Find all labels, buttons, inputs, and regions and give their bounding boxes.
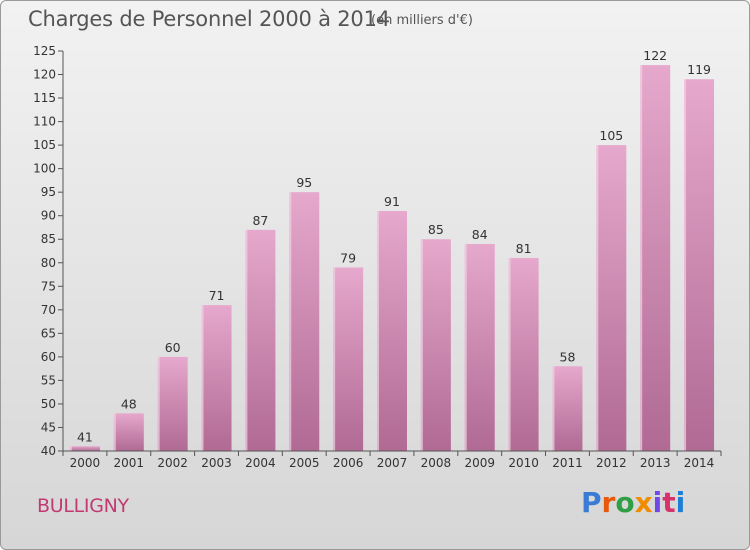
bar-value-label: 84 (472, 227, 488, 242)
y-tick-label: 95 (41, 185, 56, 199)
logo-letter: i (675, 486, 686, 519)
y-tick-label: 110 (33, 115, 56, 129)
bar-highlight (113, 413, 116, 451)
bar-value-label: 119 (687, 62, 711, 77)
y-tick-label: 40 (41, 444, 56, 458)
x-tick-label: 2001 (114, 456, 145, 470)
bar (201, 305, 232, 451)
bar-highlight (508, 258, 511, 451)
bar-value-label: 105 (599, 128, 623, 143)
bar-value-label: 91 (384, 194, 400, 209)
logo-letter: P (581, 486, 602, 519)
bar-value-label: 71 (209, 288, 225, 303)
y-tick-label: 75 (41, 279, 56, 293)
logo-letter: i (652, 486, 663, 519)
x-tick-label: 2009 (464, 456, 495, 470)
bar-highlight (464, 243, 467, 451)
bar-highlight (420, 239, 423, 451)
bar (377, 211, 407, 451)
x-tick-label: 2000 (70, 456, 101, 470)
y-tick-label: 45 (41, 420, 56, 434)
x-tick-label: 2010 (508, 456, 539, 470)
y-axis: 40 45 50 55 60 65 70 75 80 85 90 95 100 105 110 115 120 1… (33, 44, 64, 458)
bar-highlight (201, 305, 204, 451)
x-tick-label: 2013 (640, 456, 671, 470)
x-tick-label: 2004 (245, 456, 276, 470)
chart-subtitle: (en milliers d'€) (371, 13, 473, 28)
x-tick-label: 2005 (289, 456, 320, 470)
bar (552, 366, 583, 451)
bar-highlight (69, 446, 72, 451)
bar-highlight (552, 366, 555, 451)
bar (157, 356, 188, 451)
chart-title: Charges de Personnel 2000 à 2014 (28, 7, 390, 31)
x-tick-label: 2008 (421, 456, 452, 470)
bar (245, 229, 276, 451)
x-tick-label: 2002 (157, 456, 188, 470)
bar-highlight (596, 145, 599, 451)
bar-value-label: 122 (643, 48, 667, 63)
bar-value-label: 79 (340, 250, 356, 265)
bar (420, 239, 451, 451)
commune-name: BULLIGNY (37, 495, 129, 517)
bar-value-label: 95 (296, 175, 312, 190)
y-tick-label: 55 (41, 373, 56, 387)
bars: 41 48 60 71 87 95 79 91 85 84 81 58 105 122 119 (69, 48, 715, 452)
bar-highlight (640, 65, 643, 451)
bar (464, 243, 495, 451)
bar-highlight (245, 229, 248, 451)
x-tick-label: 2006 (333, 456, 364, 470)
y-tick-label: 100 (33, 162, 56, 176)
bar (333, 267, 364, 451)
y-tick-label: 70 (41, 303, 56, 317)
bar (289, 192, 320, 452)
bar (596, 145, 627, 451)
y-tick-label: 65 (41, 326, 56, 340)
bar (69, 446, 100, 451)
bar (640, 65, 671, 451)
bar (684, 79, 715, 451)
y-tick-label: 90 (41, 209, 56, 223)
x-tick-label: 2011 (552, 456, 583, 470)
y-tick-label: 115 (33, 91, 56, 105)
bar-value-label: 58 (560, 349, 576, 364)
logo-letter: t (662, 486, 676, 519)
bar-highlight (289, 192, 292, 452)
logo-letter: x (634, 486, 653, 519)
x-tick-label: 2003 (201, 456, 232, 470)
y-tick-label: 105 (33, 138, 56, 152)
bar (508, 258, 539, 451)
y-tick-label: 120 (33, 68, 56, 82)
y-tick-label: 60 (41, 350, 56, 364)
y-tick-label: 85 (41, 232, 56, 246)
x-axis: 2000 2001 2002 2003 2004 2005 2006 2007 2008 2009… (62, 450, 722, 470)
y-tick-label: 125 (33, 44, 56, 58)
bar-value-label: 60 (165, 340, 181, 355)
x-tick-label: 2012 (596, 456, 627, 470)
bar-value-label: 48 (121, 396, 137, 411)
bar-highlight (684, 79, 687, 451)
y-tick-label: 50 (41, 397, 56, 411)
proxiti-logo: Proxiti (581, 486, 685, 519)
bar-highlight (157, 356, 160, 451)
bar-highlight (333, 267, 336, 451)
x-tick-label: 2007 (377, 456, 408, 470)
logo-letter: r (601, 486, 616, 519)
bar-value-label: 87 (252, 213, 268, 228)
x-tick-label: 2014 (684, 456, 715, 470)
bar-value-label: 41 (77, 429, 93, 444)
bar-highlight (377, 211, 379, 451)
y-tick-label: 80 (41, 256, 56, 270)
bar (113, 413, 144, 451)
bar-value-label: 81 (516, 241, 532, 256)
bar-value-label: 85 (428, 222, 444, 237)
logo-letter: o (615, 486, 635, 519)
